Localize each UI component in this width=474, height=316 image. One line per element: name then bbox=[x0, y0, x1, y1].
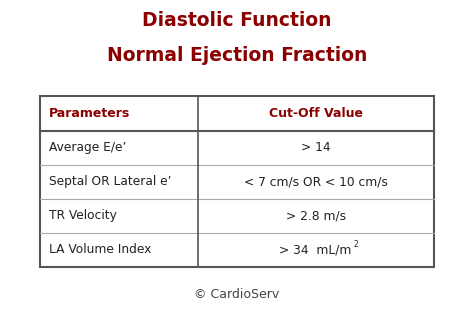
Text: < 7 cm/s OR < 10 cm/s: < 7 cm/s OR < 10 cm/s bbox=[244, 175, 388, 188]
Text: Average E/e’: Average E/e’ bbox=[49, 141, 126, 154]
Text: 2: 2 bbox=[353, 240, 358, 249]
Text: Parameters: Parameters bbox=[49, 107, 130, 120]
Text: > 2.8 m/s: > 2.8 m/s bbox=[286, 209, 346, 222]
Text: Cut-Off Value: Cut-Off Value bbox=[269, 107, 363, 120]
Text: > 14: > 14 bbox=[301, 141, 330, 154]
Text: > 34  mL/m: > 34 mL/m bbox=[280, 243, 352, 257]
Text: © CardioServ: © CardioServ bbox=[194, 288, 280, 301]
Text: LA Volume Index: LA Volume Index bbox=[49, 243, 151, 257]
Text: TR Velocity: TR Velocity bbox=[49, 209, 117, 222]
Text: Diastolic Function: Diastolic Function bbox=[142, 11, 332, 30]
Text: Normal Ejection Fraction: Normal Ejection Fraction bbox=[107, 46, 367, 65]
Text: Septal OR Lateral e’: Septal OR Lateral e’ bbox=[49, 175, 171, 188]
Bar bbox=[40, 96, 434, 267]
